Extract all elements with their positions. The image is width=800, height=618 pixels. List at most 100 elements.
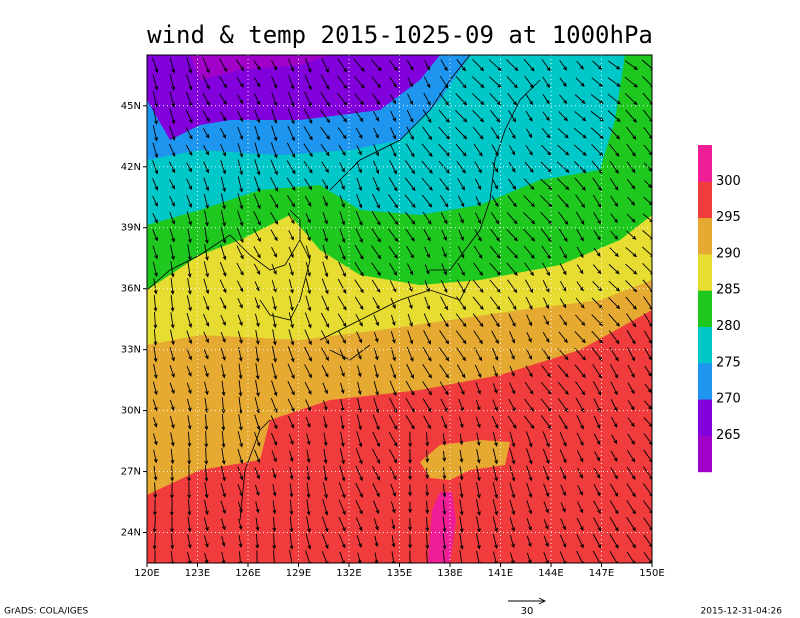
wind-arrow [152, 399, 158, 412]
wind-arrow [353, 58, 365, 72]
wind-arrow [289, 450, 294, 463]
wind-arrow [186, 348, 192, 361]
wind-arrow [626, 179, 636, 190]
wind-arrow [306, 516, 311, 533]
wind-arrow [187, 415, 192, 430]
wind-arrow [459, 449, 464, 463]
wind-arrow [271, 346, 277, 363]
wind-arrow [476, 533, 481, 550]
wind-arrow [170, 329, 175, 346]
wind-arrow [253, 246, 261, 259]
wind-arrow [456, 347, 466, 362]
wind-arrow [271, 76, 278, 89]
wind-arrow [424, 296, 431, 311]
wind-arrow [643, 483, 652, 497]
wind-arrow [442, 483, 447, 498]
wind-arrow [442, 533, 447, 550]
wind-arrow [238, 380, 243, 397]
wind-arrow [407, 93, 413, 106]
wind-arrow [456, 296, 467, 311]
wind-arrow [219, 261, 227, 277]
colorbar-segment [698, 290, 712, 327]
wind-arrow [322, 499, 329, 516]
wind-arrow [459, 499, 464, 516]
wind-arrow [560, 502, 566, 513]
wind-arrow [272, 468, 277, 479]
wind-arrow [388, 245, 398, 259]
wind-arrow [643, 196, 652, 206]
wind-arrow [170, 516, 174, 533]
wind-arrow [405, 228, 415, 242]
colorbar-label: 270 [716, 392, 741, 407]
wind-arrow [372, 297, 380, 310]
x-tick-label: 132E [336, 568, 361, 579]
wind-arrow [203, 331, 209, 344]
colorbar-segment [698, 145, 712, 182]
wind-arrow [169, 179, 175, 190]
wind-arrow [186, 211, 192, 226]
wind-arrow [340, 382, 345, 395]
wind-arrow [204, 552, 209, 563]
wind-arrow [541, 348, 551, 361]
colorbar-segment [698, 217, 712, 255]
wind-arrow [152, 229, 158, 242]
wind-arrow [408, 431, 413, 448]
wind-arrow [321, 57, 329, 73]
wind-arrow [506, 212, 518, 225]
wind-arrow [459, 433, 464, 446]
wind-arrow [372, 193, 380, 209]
wind-arrow [355, 500, 363, 515]
wind-arrow [306, 499, 311, 516]
wind-arrow [626, 330, 636, 345]
y-tick-label: 45N [121, 101, 141, 112]
wind-arrow [543, 551, 549, 563]
wind-arrow [575, 398, 585, 413]
y-tick-label: 42N [121, 162, 141, 173]
wind-arrow [338, 261, 346, 278]
wind-arrow [492, 516, 498, 533]
wind-arrow [475, 178, 482, 191]
wind-arrow [626, 230, 637, 240]
wind-arrow [337, 296, 347, 311]
wind-arrow [153, 311, 158, 330]
wind-arrow [492, 482, 499, 499]
wind-arrow [525, 279, 534, 294]
wind-arrow [169, 212, 176, 225]
wind-arrow [220, 210, 226, 227]
wind-arrow [236, 262, 244, 276]
wind-arrow [339, 194, 345, 208]
wind-arrow [509, 482, 516, 499]
wind-arrow [338, 244, 346, 261]
wind-arrow [455, 143, 467, 157]
wind-arrow [507, 296, 517, 311]
colorbar-label: 265 [716, 428, 741, 443]
wind-arrow [271, 125, 278, 142]
wind-arrow [506, 245, 519, 259]
wind-arrow [289, 295, 294, 312]
wind-arrow [541, 128, 551, 139]
wind-arrow [425, 467, 430, 480]
wind-arrow [593, 229, 601, 241]
wind-arrow [475, 399, 481, 411]
wind-arrow [374, 552, 379, 563]
wind-arrow [152, 178, 159, 191]
wind-arrow [320, 74, 330, 90]
wind-arrow [170, 448, 175, 465]
wind-arrow [475, 196, 481, 207]
wind-arrow [422, 346, 432, 362]
wind-arrow [373, 144, 379, 157]
wind-arrow [238, 414, 243, 431]
colorbar-segment [698, 326, 712, 364]
wind-arrow [442, 516, 447, 533]
wind-arrow [457, 195, 465, 208]
wind-arrow [287, 363, 295, 380]
wind-arrow [492, 383, 498, 394]
wind-arrow [169, 244, 175, 261]
wind-arrow [306, 433, 311, 446]
wind-arrow [219, 111, 227, 122]
wind-arrow [559, 551, 567, 563]
wind-arrow [608, 313, 620, 327]
wind-arrow [253, 228, 261, 243]
wind-arrow [541, 59, 551, 72]
wind-arrow [388, 449, 398, 464]
